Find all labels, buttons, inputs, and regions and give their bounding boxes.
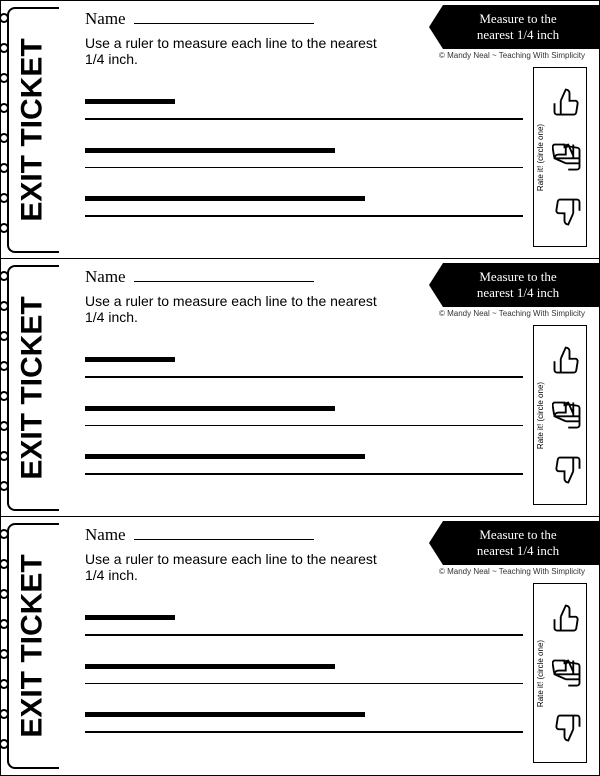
measure-row bbox=[85, 664, 523, 685]
name-label: Name bbox=[85, 267, 126, 287]
exit-ticket-stub: EXIT TICKET bbox=[9, 525, 57, 767]
measure-row bbox=[85, 454, 523, 475]
measure-row bbox=[85, 406, 523, 427]
name-label: Name bbox=[85, 9, 126, 29]
measurement-lines-area bbox=[85, 615, 523, 767]
ticket-content: Name Use a ruler to measure each line to… bbox=[67, 517, 599, 775]
exit-ticket: EXIT TICKET Measure to the nearest 1/4 i… bbox=[1, 517, 599, 775]
exit-ticket-label: EXIT TICKET bbox=[16, 38, 50, 221]
rate-label: Rate it! (circle one) bbox=[537, 639, 546, 706]
rate-label: Rate it! (circle one) bbox=[537, 123, 546, 190]
measure-row bbox=[85, 357, 523, 378]
measure-bar-1 bbox=[85, 615, 175, 620]
exit-ticket: EXIT TICKET Measure to the nearest 1/4 i… bbox=[1, 1, 599, 259]
name-label: Name bbox=[85, 525, 126, 545]
instructions-text: Use a ruler to measure each line to the … bbox=[85, 293, 385, 325]
measure-bar-3 bbox=[85, 196, 365, 201]
measure-row bbox=[85, 99, 523, 120]
answer-line-1[interactable] bbox=[85, 118, 523, 120]
answer-line-2[interactable] bbox=[85, 167, 523, 169]
thumbs-down-icon[interactable] bbox=[552, 713, 582, 743]
thumbs-side-icon[interactable] bbox=[552, 142, 582, 172]
measure-bar-3 bbox=[85, 712, 365, 717]
thumbs-down-icon[interactable] bbox=[552, 455, 582, 485]
exit-ticket: EXIT TICKET Measure to the nearest 1/4 i… bbox=[1, 259, 599, 517]
name-input-line[interactable] bbox=[134, 10, 314, 24]
measure-bar-1 bbox=[85, 357, 175, 362]
name-row: Name bbox=[85, 9, 587, 29]
measure-row bbox=[85, 712, 523, 733]
name-row: Name bbox=[85, 267, 587, 287]
answer-line-1[interactable] bbox=[85, 634, 523, 636]
exit-ticket-label: EXIT TICKET bbox=[16, 296, 50, 479]
name-input-line[interactable] bbox=[134, 526, 314, 540]
answer-line-3[interactable] bbox=[85, 215, 523, 217]
exit-ticket-stub: EXIT TICKET bbox=[9, 9, 57, 251]
measure-row bbox=[85, 615, 523, 636]
thumbs-column bbox=[548, 68, 586, 246]
thumbs-side-icon[interactable] bbox=[552, 400, 582, 430]
thumbs-up-icon[interactable] bbox=[552, 603, 582, 633]
ticket-content: Name Use a ruler to measure each line to… bbox=[67, 1, 599, 258]
rate-label-column: Rate it! (circle one) bbox=[534, 584, 548, 762]
measurement-lines-area bbox=[85, 357, 523, 508]
exit-ticket-stub: EXIT TICKET bbox=[9, 267, 57, 509]
name-row: Name bbox=[85, 525, 587, 545]
instructions-text: Use a ruler to measure each line to the … bbox=[85, 551, 385, 583]
measurement-lines-area bbox=[85, 99, 523, 250]
thumbs-side-icon[interactable] bbox=[552, 658, 582, 688]
answer-line-3[interactable] bbox=[85, 731, 523, 733]
answer-line-2[interactable] bbox=[85, 683, 523, 685]
measure-bar-1 bbox=[85, 99, 175, 104]
rate-label: Rate it! (circle one) bbox=[537, 381, 546, 448]
exit-ticket-label: EXIT TICKET bbox=[16, 554, 50, 737]
thumbs-column bbox=[548, 584, 586, 762]
thumbs-down-icon[interactable] bbox=[552, 197, 582, 227]
rate-label-column: Rate it! (circle one) bbox=[534, 68, 548, 246]
measure-row bbox=[85, 148, 523, 169]
measure-bar-3 bbox=[85, 454, 365, 459]
ticket-content: Name Use a ruler to measure each line to… bbox=[67, 259, 599, 516]
rate-it-box: Rate it! (circle one) bbox=[533, 67, 587, 247]
rate-label-column: Rate it! (circle one) bbox=[534, 326, 548, 504]
measure-row bbox=[85, 196, 523, 217]
instructions-text: Use a ruler to measure each line to the … bbox=[85, 35, 385, 67]
measure-bar-2 bbox=[85, 664, 335, 669]
answer-line-1[interactable] bbox=[85, 376, 523, 378]
answer-line-3[interactable] bbox=[85, 473, 523, 475]
measure-bar-2 bbox=[85, 148, 335, 153]
name-input-line[interactable] bbox=[134, 268, 314, 282]
thumbs-up-icon[interactable] bbox=[552, 87, 582, 117]
rate-it-box: Rate it! (circle one) bbox=[533, 583, 587, 763]
answer-line-2[interactable] bbox=[85, 425, 523, 427]
rate-it-box: Rate it! (circle one) bbox=[533, 325, 587, 505]
thumbs-up-icon[interactable] bbox=[552, 345, 582, 375]
measure-bar-2 bbox=[85, 406, 335, 411]
thumbs-column bbox=[548, 326, 586, 504]
